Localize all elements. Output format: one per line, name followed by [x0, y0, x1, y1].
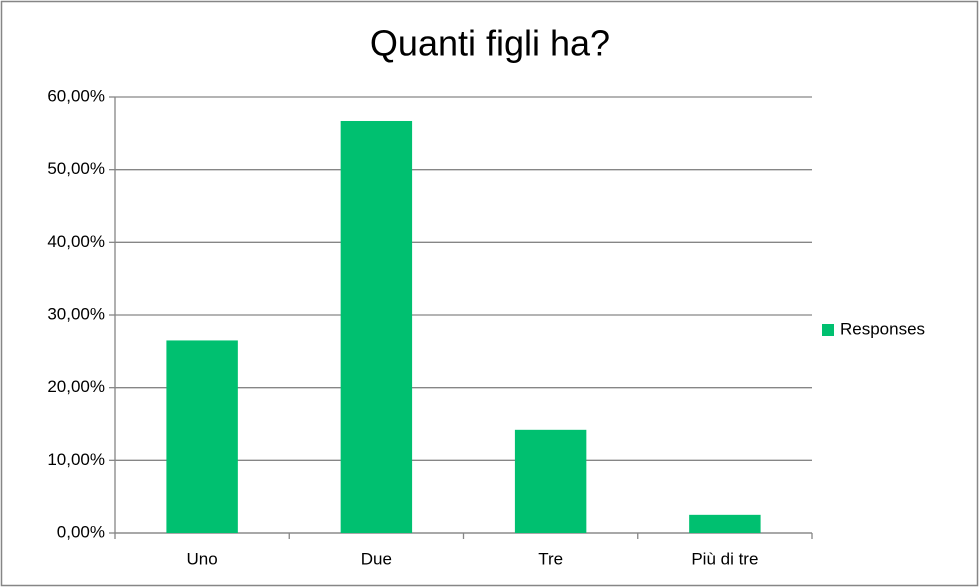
x-tick-label: Più di tre — [691, 549, 758, 568]
y-tick-label: 60,00% — [47, 86, 105, 105]
y-tick-label: 10,00% — [47, 450, 105, 469]
y-tick-label: 0,00% — [57, 522, 105, 541]
y-tick-label: 30,00% — [47, 304, 105, 323]
x-tick-label: Uno — [187, 549, 218, 568]
bar — [166, 340, 238, 533]
legend-label: Responses — [840, 319, 925, 338]
y-tick-label: 50,00% — [47, 159, 105, 178]
bar — [340, 120, 413, 533]
chart-title: Quanti figli ha? — [370, 23, 610, 64]
y-tick-label: 40,00% — [47, 232, 105, 251]
bar — [689, 514, 761, 533]
bar — [514, 429, 587, 533]
x-tick-label: Due — [361, 549, 392, 568]
legend-swatch — [822, 324, 834, 336]
x-tick-label: Tre — [538, 549, 563, 568]
y-tick-label: 20,00% — [47, 377, 105, 396]
